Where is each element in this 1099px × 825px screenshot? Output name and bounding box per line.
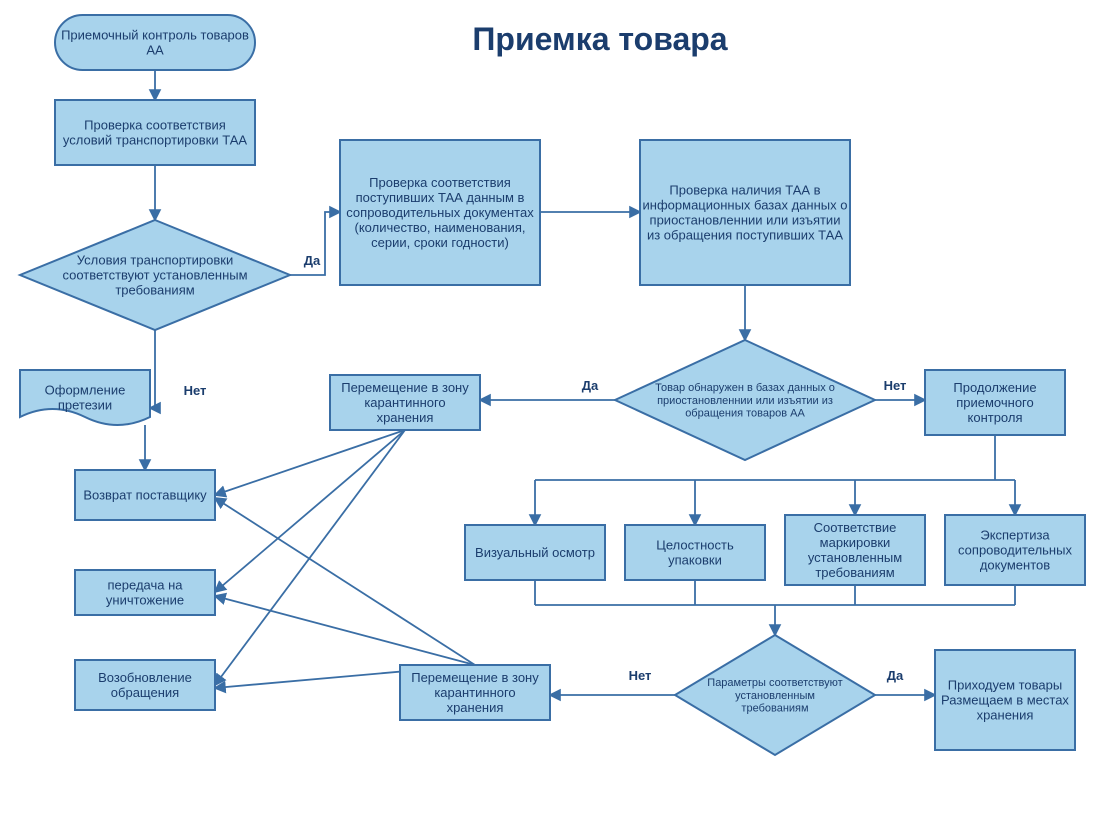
node-n11: передача науничтожение	[75, 570, 215, 615]
node-n14: Целостностьупаковки	[625, 525, 765, 580]
node-label: Проверка наличия ТАА винформационных баз…	[643, 183, 848, 243]
node-n12: Возобновлениеобращения	[75, 660, 215, 710]
node-label: Визуальный осмотр	[475, 545, 595, 560]
node-n5: Проверка наличия ТАА винформационных баз…	[640, 140, 850, 285]
node-n18: Параметры соответствуютустановленнымтреб…	[675, 635, 875, 755]
node-label: Возобновлениеобращения	[98, 670, 192, 700]
edge	[215, 430, 405, 685]
node-n13: Визуальный осмотр	[465, 525, 605, 580]
node-n4: Проверка соответствияпоступивших ТАА дан…	[340, 140, 540, 285]
node-n19: Приходуем товарыРазмещаем в местаххранен…	[935, 650, 1075, 750]
edge	[215, 498, 475, 665]
node-n7: Товар обнаружен в базах данных оприостан…	[615, 340, 875, 460]
edge	[215, 596, 475, 665]
edge	[215, 430, 405, 592]
node-n8: Перемещение в зонукарантинногохранения	[330, 375, 480, 430]
node-n1: Приемочный контроль товаровАА	[55, 15, 255, 70]
node-n2: Проверка соответствияусловий транспортир…	[55, 100, 255, 165]
node-n6: Оформлениепретезии	[20, 370, 150, 425]
node-label: Возврат поставщику	[83, 488, 207, 503]
flowchart-canvas: ДаНетДаНетНетДаПриемочный контроль товар…	[0, 0, 1099, 825]
edge-label: Да	[582, 378, 599, 393]
node-label: Проверка соответствияпоступивших ТАА дан…	[346, 175, 534, 250]
nodes-layer: Приемочный контроль товаровАА Проверка со…	[20, 15, 1085, 755]
edge-label: Нет	[629, 668, 652, 683]
node-n17: Перемещение в зонукарантинногохранения	[400, 665, 550, 720]
edges-layer: Да Нет Да Нет Нет Да	[145, 70, 1015, 695]
node-n15: Соответствиемаркировкиустановленнымтребо…	[785, 515, 925, 585]
page-title: Приемка товара	[472, 21, 727, 57]
node-n9: Продолжениеприемочногоконтроля	[925, 370, 1065, 435]
node-n3: Условия транспортировкисоответствуют уст…	[20, 220, 290, 330]
edge-label: Да	[887, 668, 904, 683]
edge	[215, 430, 405, 495]
node-n10: Возврат поставщику	[75, 470, 215, 520]
edge-label: Нет	[884, 378, 907, 393]
node-n16: Экспертизасопроводительныхдокументов	[945, 515, 1085, 585]
edge-label: Нет	[184, 383, 207, 398]
node-label: передача науничтожение	[106, 578, 184, 608]
node-label: Соответствиемаркировкиустановленнымтребо…	[808, 520, 902, 580]
edge-label: Да	[304, 253, 321, 268]
node-label: Проверка соответствияусловий транспортир…	[63, 118, 247, 148]
